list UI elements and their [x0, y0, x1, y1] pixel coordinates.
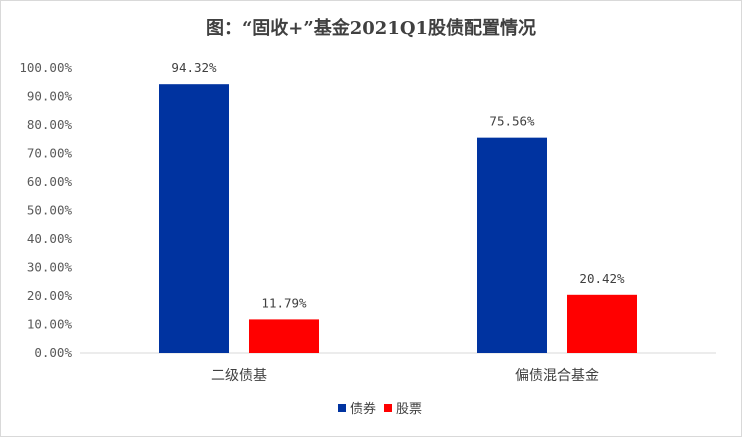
legend-label: 债券	[350, 401, 376, 417]
data-label: 11.79%	[261, 295, 307, 310]
y-tick-label: 40.00%	[27, 231, 73, 246]
data-label: 75.56%	[489, 114, 535, 129]
bar-股票-偏债混合基金	[567, 294, 637, 353]
y-tick-label: 10.00%	[27, 317, 73, 332]
data-label: 20.42%	[579, 271, 625, 286]
y-tick-label: 70.00%	[27, 146, 73, 161]
y-tick-label: 80.00%	[27, 117, 73, 132]
bar-股票-二级债基	[249, 319, 319, 353]
x-category-label: 二级债基	[211, 367, 267, 384]
y-tick-label: 0.00%	[34, 345, 72, 360]
y-tick-label: 20.00%	[27, 288, 73, 303]
legend-label: 股票	[396, 402, 422, 417]
legend-swatch	[338, 404, 346, 412]
legend-swatch	[384, 404, 392, 412]
y-tick-label: 30.00%	[27, 260, 73, 275]
y-tick-label: 60.00%	[27, 174, 73, 189]
data-label: 94.32%	[171, 60, 217, 75]
bar-债券-偏债混合基金	[477, 137, 547, 353]
y-tick-label: 100.00%	[19, 60, 72, 75]
chart-title: 图：“固收+”基金2021Q1股债配置情况	[205, 18, 537, 39]
x-category-label: 偏债混合基金	[515, 367, 599, 384]
y-tick-label: 50.00%	[27, 203, 73, 218]
y-tick-label: 90.00%	[27, 89, 73, 104]
bar-债券-二级债基	[159, 84, 229, 354]
